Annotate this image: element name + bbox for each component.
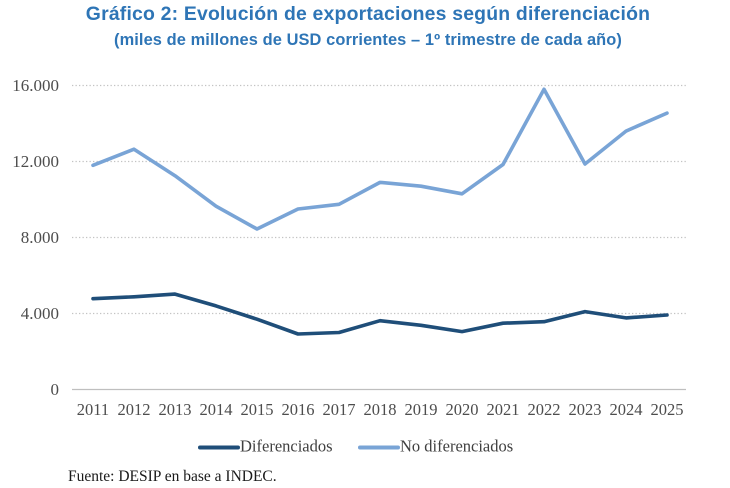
svg-text:2013: 2013 — [159, 400, 192, 419]
svg-text:4.000: 4.000 — [21, 304, 59, 323]
svg-text:2012: 2012 — [118, 400, 151, 419]
svg-text:Diferenciados: Diferenciados — [240, 437, 333, 456]
svg-text:2025: 2025 — [651, 400, 684, 419]
svg-text:2024: 2024 — [610, 400, 643, 419]
svg-text:2019: 2019 — [405, 400, 438, 419]
svg-text:2018: 2018 — [364, 400, 397, 419]
svg-text:12.000: 12.000 — [12, 152, 59, 171]
svg-text:2014: 2014 — [200, 400, 233, 419]
svg-text:2016: 2016 — [282, 400, 315, 419]
svg-text:2011: 2011 — [77, 400, 109, 419]
svg-text:2020: 2020 — [446, 400, 479, 419]
svg-text:2021: 2021 — [487, 400, 520, 419]
svg-text:2023: 2023 — [569, 400, 602, 419]
svg-text:2015: 2015 — [241, 400, 274, 419]
svg-text:16.000: 16.000 — [12, 76, 59, 95]
svg-text:2017: 2017 — [323, 400, 356, 419]
svg-text:0: 0 — [51, 380, 60, 399]
svg-text:No diferenciados: No diferenciados — [400, 437, 513, 456]
svg-text:2022: 2022 — [528, 400, 561, 419]
svg-text:8.000: 8.000 — [21, 228, 59, 247]
